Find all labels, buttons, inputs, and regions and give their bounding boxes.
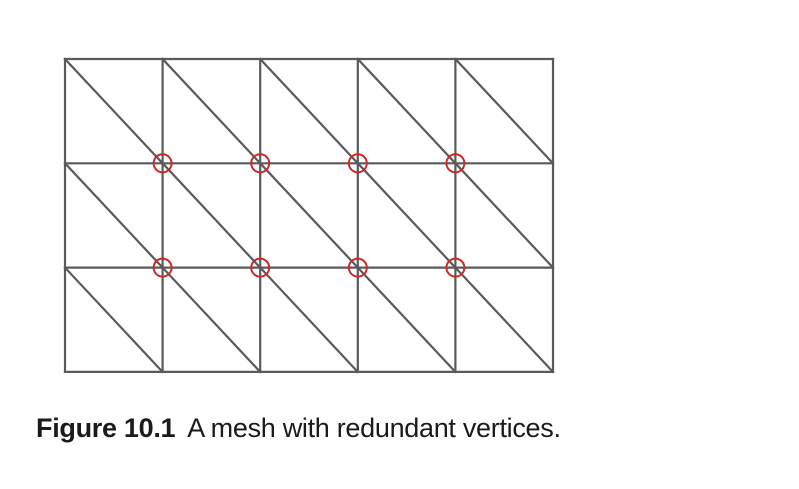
mesh-diagonal-edge xyxy=(356,57,457,165)
mesh-diagonal-edge xyxy=(356,161,457,270)
redundant-vertex-marker xyxy=(445,153,466,174)
mesh-diagonal-edge xyxy=(453,266,555,374)
mesh-diagonal-edge xyxy=(63,266,165,374)
redundant-vertex-marker xyxy=(152,153,173,174)
mesh-diagonal-edge xyxy=(161,57,262,165)
mesh-diagonal-edge xyxy=(63,57,165,165)
mesh-diagonal-edge xyxy=(161,266,262,374)
mesh-diagonal-edge xyxy=(258,57,360,165)
mesh-diagonal-edge xyxy=(258,266,360,374)
mesh-diagram xyxy=(63,57,555,374)
mesh-diagonal-edge xyxy=(356,266,457,374)
figure-label: Figure 10.1 xyxy=(36,413,176,443)
redundant-vertex-marker xyxy=(347,257,368,278)
mesh-diagonal-edge xyxy=(258,161,360,270)
redundant-vertex-marker xyxy=(347,153,368,174)
mesh-diagonal-edge xyxy=(453,57,555,165)
redundant-vertex-marker xyxy=(152,257,173,278)
redundant-vertex-marker xyxy=(250,153,271,174)
figure-caption: Figure 10.1 A mesh with redundant vertice… xyxy=(36,413,561,444)
mesh-lines xyxy=(63,57,555,374)
mesh-diagonal-edge xyxy=(453,161,555,270)
figure-caption-text: A mesh with redundant vertices. xyxy=(187,413,561,443)
mesh-diagonal-edge xyxy=(161,161,262,270)
redundant-vertex-marker xyxy=(250,257,271,278)
mesh-diagonal-edge xyxy=(63,161,165,270)
redundant-vertex-marker xyxy=(445,257,466,278)
redundant-vertex-markers xyxy=(152,153,466,278)
